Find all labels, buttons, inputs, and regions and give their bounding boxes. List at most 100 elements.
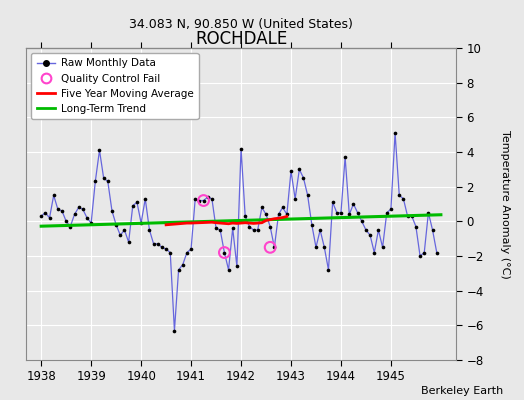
Point [195,197,204,204]
Point [353,210,362,216]
Point [383,210,391,216]
Legend: Raw Monthly Data, Quality Control Fail, Five Year Moving Average, Long-Term Tren: Raw Monthly Data, Quality Control Fail, … [31,53,199,119]
Point [270,244,279,250]
Point [224,267,233,273]
Point [66,223,74,230]
Point [432,249,441,256]
Point [312,244,320,250]
Point [370,249,378,256]
Point [191,196,200,202]
Text: 34.083 N, 90.850 W (United States): 34.083 N, 90.850 W (United States) [129,18,353,31]
Point [166,249,174,256]
Point [378,244,387,250]
Point [262,211,270,218]
Point [278,204,287,211]
Point [83,215,91,221]
Point [179,262,187,268]
Point [237,145,245,152]
Point [108,208,116,214]
Point [329,199,337,206]
Point [416,253,424,259]
Point [137,220,145,226]
Point [249,227,258,233]
Point [199,197,208,204]
Point [412,223,420,230]
Point [183,249,191,256]
Point [291,196,299,202]
Point [187,246,195,252]
Point [121,227,129,233]
Point [254,227,262,233]
Point [95,147,104,154]
Point [287,168,295,174]
Point [203,194,212,200]
Point [403,213,412,219]
Point [324,267,333,273]
Point [100,175,108,181]
Point [424,210,433,216]
Point [79,206,87,212]
Point [345,211,354,218]
Point [62,218,70,224]
Point [362,227,370,233]
Point [333,210,341,216]
Y-axis label: Temperature Anomaly (°C): Temperature Anomaly (°C) [500,130,510,278]
Point [128,202,137,209]
Point [141,196,149,202]
Point [303,192,312,198]
Point [350,201,358,207]
Point [212,225,220,232]
Point [428,227,436,233]
Point [87,220,95,226]
Point [299,175,308,181]
Point [104,178,112,185]
Point [337,210,345,216]
Point [145,227,154,233]
Point [266,223,275,230]
Point [391,130,399,136]
Point [374,227,383,233]
Text: Berkeley Earth: Berkeley Earth [421,386,503,396]
Point [320,244,329,250]
Point [233,263,241,270]
Point [395,192,403,198]
Point [387,206,395,212]
Point [37,213,46,219]
Point [149,241,158,247]
Point [245,223,254,230]
Point [170,327,179,334]
Point [70,211,79,218]
Point [116,232,125,238]
Point [158,244,166,250]
Point [420,249,429,256]
Point [133,199,141,206]
Point [275,211,283,218]
Point [154,241,162,247]
Point [258,204,266,211]
Point [49,192,58,198]
Point [220,249,228,256]
Point [216,227,224,233]
Point [308,222,316,228]
Point [58,208,66,214]
Point [295,166,303,172]
Point [399,196,408,202]
Point [124,239,133,245]
Point [341,154,350,160]
Point [208,196,216,202]
Point [162,246,170,252]
Point [241,213,249,219]
Point [366,232,374,238]
Point [357,218,366,224]
Point [316,227,324,233]
Point [282,211,291,218]
Point [74,204,83,211]
Point [220,249,228,256]
Point [53,206,62,212]
Point [199,197,208,204]
Point [112,222,121,228]
Point [174,267,183,273]
Point [266,244,275,250]
Point [91,178,100,185]
Point [46,215,54,221]
